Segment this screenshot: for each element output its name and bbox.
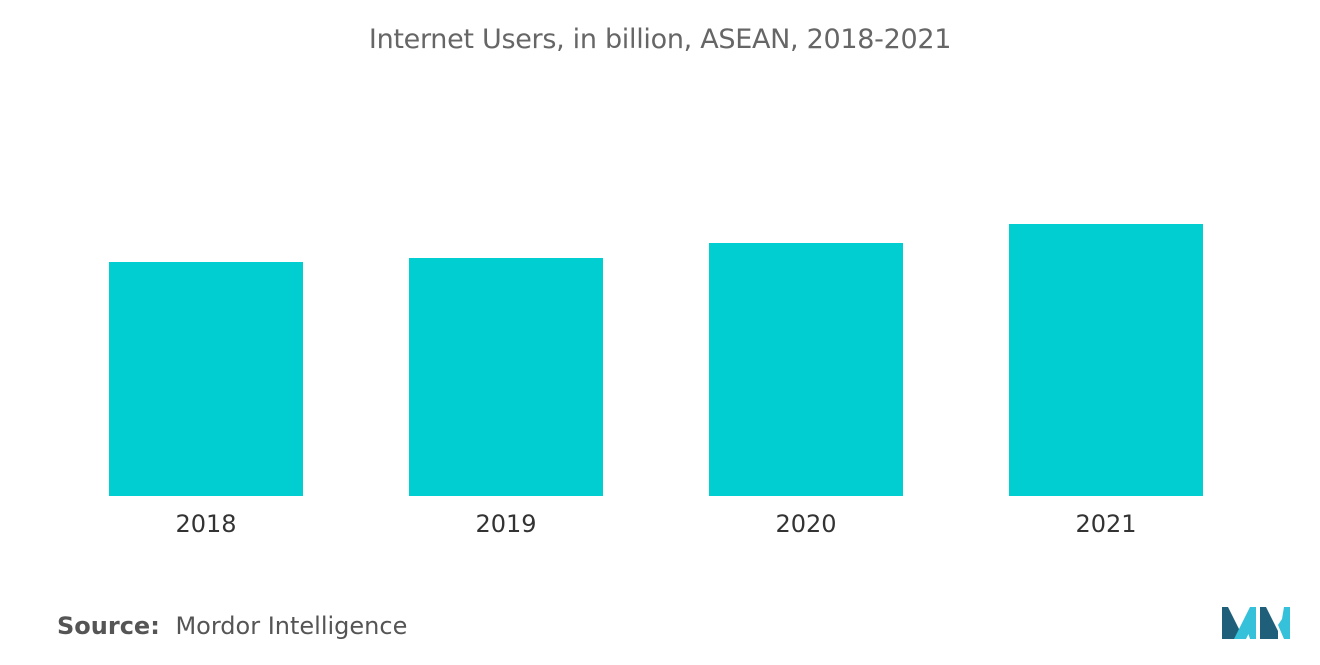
bar-2021 — [1009, 224, 1203, 496]
bar-2019 — [409, 258, 603, 496]
logo-shape-1 — [1222, 607, 1240, 639]
bars-group — [109, 224, 1203, 496]
mordor-intelligence-logo — [1222, 607, 1290, 639]
bar-2020 — [709, 243, 903, 496]
bar-2018 — [109, 262, 303, 496]
logo-shape-5 — [1278, 607, 1290, 639]
source-label: Source: — [57, 612, 160, 640]
x-tick-label-2020: 2020 — [775, 510, 836, 538]
source-note: Source: Mordor Intelligence — [57, 612, 407, 640]
x-axis-ticks: 2018 2019 2020 2021 — [175, 510, 1136, 538]
source-text: Mordor Intelligence — [175, 612, 408, 640]
chart-title: Internet Users, in billion, ASEAN, 2018-… — [368, 24, 952, 55]
logo-shape-4 — [1260, 607, 1278, 639]
x-tick-label-2018: 2018 — [175, 510, 236, 538]
logo-shape-3 — [1244, 607, 1256, 639]
x-tick-label-2021: 2021 — [1075, 510, 1136, 538]
x-tick-label-2019: 2019 — [475, 510, 536, 538]
